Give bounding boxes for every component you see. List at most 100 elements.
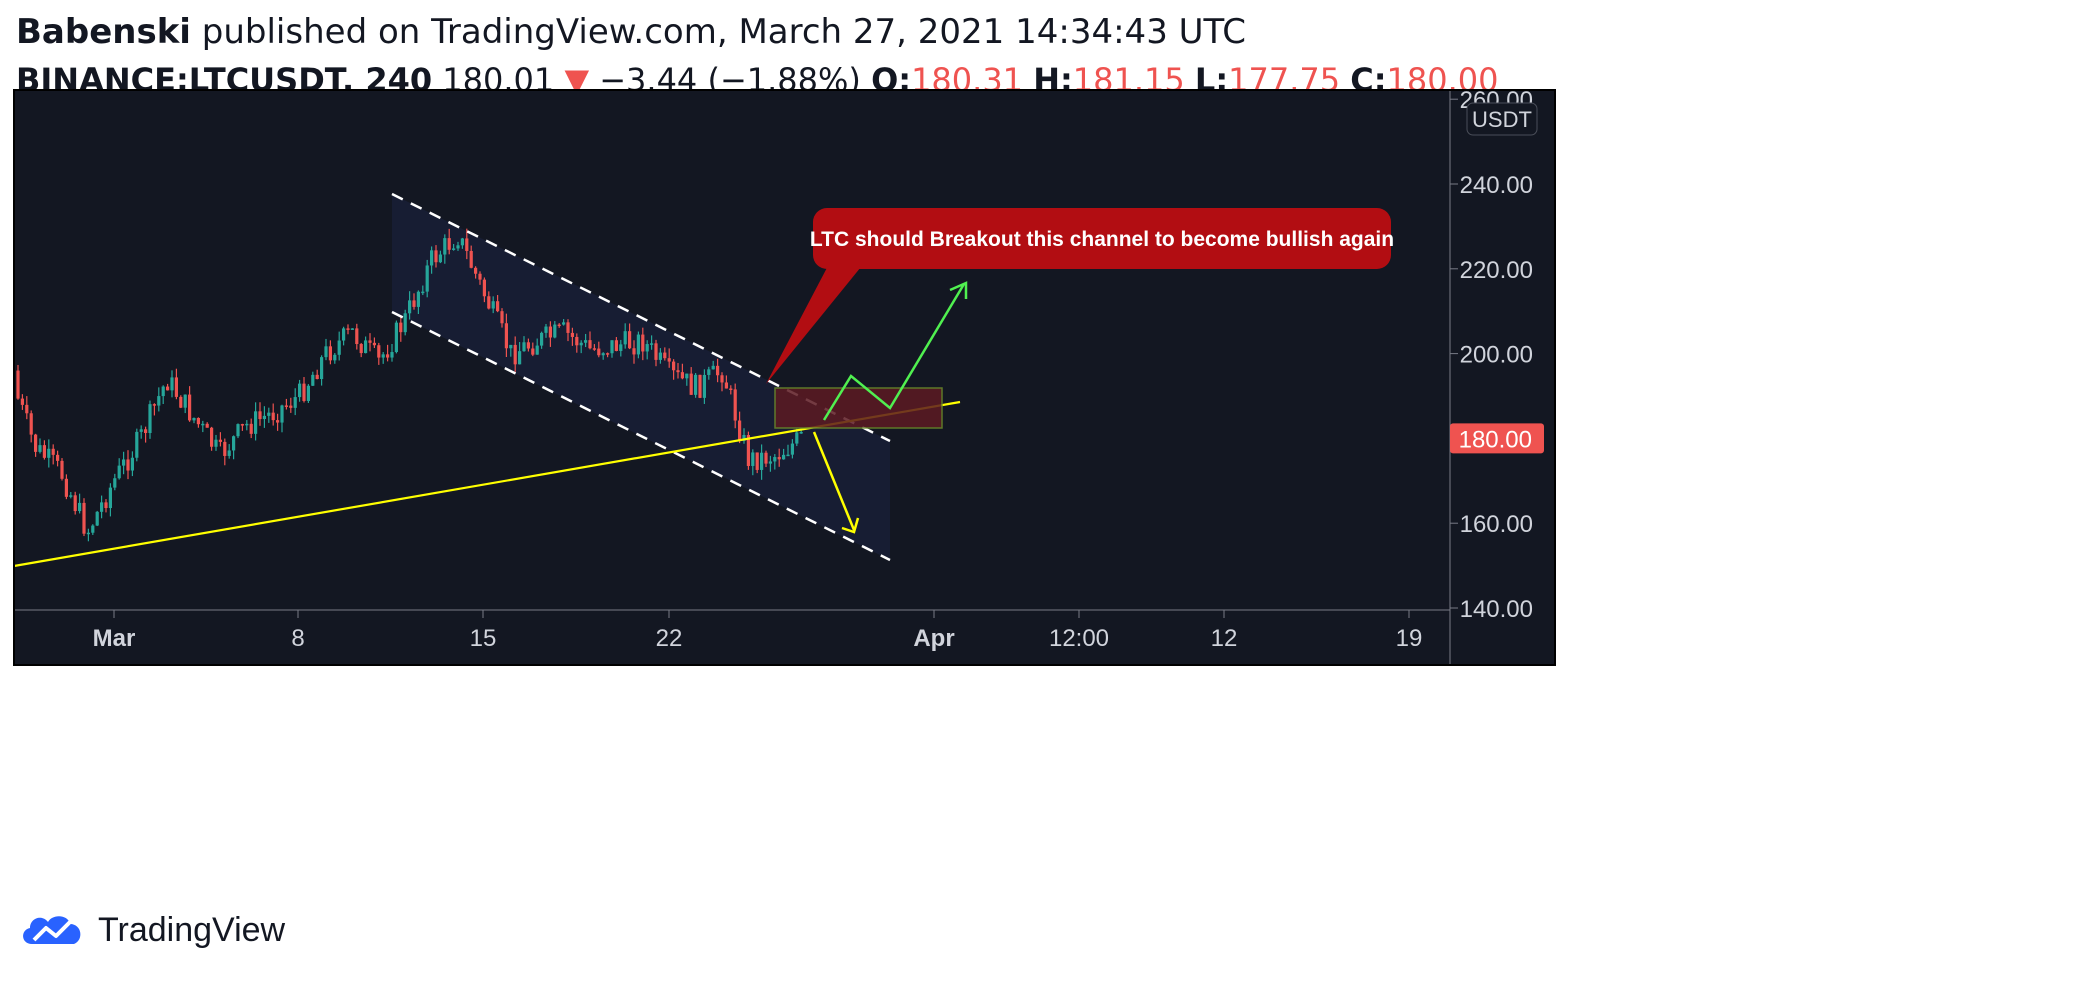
candle-body <box>654 343 658 360</box>
candle-body <box>641 334 645 352</box>
candle-body <box>672 361 676 371</box>
candle-body <box>711 365 715 370</box>
publish-info: Babenski published on TradingView.com, M… <box>16 10 1246 54</box>
y-tick-label: 160.00 <box>1460 511 1533 538</box>
candle-body <box>69 495 73 497</box>
candle-body <box>755 452 759 470</box>
candle-body <box>126 459 130 471</box>
candle-body <box>553 324 557 338</box>
candle-body <box>478 273 482 280</box>
candle-body <box>289 405 293 408</box>
x-tick-label: 12:00 <box>1049 625 1109 652</box>
candle-body <box>108 487 112 509</box>
candle-body <box>267 412 271 416</box>
tradingview-brand[interactable]: TradingView <box>98 910 286 949</box>
candle-body <box>474 267 478 274</box>
candle-body <box>680 372 684 379</box>
candle-body <box>284 405 288 407</box>
candle-body <box>751 452 755 466</box>
y-tick-label: 140.00 <box>1460 596 1533 623</box>
candle-body <box>86 532 90 535</box>
candle-body <box>78 502 82 512</box>
candle-body <box>51 448 55 455</box>
candle-body <box>782 454 786 460</box>
candle-body <box>509 344 513 349</box>
candle-body <box>623 331 627 345</box>
candle-body <box>192 417 196 421</box>
x-tick-label: 8 <box>291 625 304 652</box>
candle-body <box>56 454 60 461</box>
candle-body <box>526 342 530 349</box>
candle-body <box>100 502 104 512</box>
candle-body <box>320 357 324 380</box>
candle-body <box>245 423 249 426</box>
bearish-path <box>812 431 856 531</box>
candle-body <box>658 352 662 360</box>
y-tick-label: 200.00 <box>1460 342 1533 369</box>
candle-body <box>73 495 77 512</box>
candle-body <box>381 354 385 358</box>
candle-body <box>500 311 504 324</box>
candle-body <box>236 424 240 437</box>
candle-body <box>227 450 231 456</box>
candle-body <box>566 322 570 333</box>
candle-body <box>487 296 491 309</box>
candle-body <box>117 465 121 479</box>
candle-body <box>716 365 720 376</box>
breakout-zone <box>774 387 943 429</box>
candle-body <box>218 439 222 442</box>
candle-body <box>346 328 350 330</box>
y-tick-label: 240.00 <box>1460 172 1533 199</box>
bearish-arrowhead <box>841 517 860 534</box>
candle-body <box>777 457 781 460</box>
support-trendline <box>13 400 961 568</box>
candle-body <box>694 374 698 395</box>
candle-body <box>386 354 390 358</box>
candle-body <box>161 386 165 397</box>
candle-body <box>368 340 372 343</box>
candle-body <box>632 348 636 355</box>
candle-body <box>258 411 262 420</box>
candle-body <box>584 340 588 343</box>
candle-body <box>412 300 416 307</box>
candle-body <box>201 423 205 426</box>
candle-body <box>729 388 733 391</box>
candle-body <box>20 398 24 405</box>
candle-body <box>311 374 315 386</box>
candle-body <box>130 457 134 471</box>
bullish-path <box>822 283 966 421</box>
currency-label: USDT <box>1472 107 1532 132</box>
candle-body <box>359 344 363 354</box>
candle-body <box>34 434 38 452</box>
chart-background <box>14 90 1555 665</box>
candle-body <box>254 411 258 434</box>
candle-body <box>333 354 337 361</box>
candle-body <box>377 345 381 358</box>
candle-body <box>645 344 649 352</box>
author-name[interactable]: Babenski <box>16 12 191 52</box>
candle-body <box>518 351 522 365</box>
candle-body <box>667 358 671 362</box>
candle-body <box>328 346 332 361</box>
candle-body <box>170 377 174 391</box>
candle-body <box>522 342 526 352</box>
tradingview-cloud-icon[interactable] <box>18 910 88 950</box>
candle-body <box>456 245 460 249</box>
candle-body <box>544 326 548 333</box>
candle-body <box>663 352 667 359</box>
candle-body <box>614 340 618 351</box>
candle-body <box>399 322 403 333</box>
candle-body <box>430 250 434 266</box>
x-tick-label: Mar <box>93 625 136 652</box>
candle-body <box>372 342 376 346</box>
candle-body <box>531 348 535 355</box>
candle-body <box>685 373 689 379</box>
candle-body <box>210 427 214 447</box>
candle-body <box>557 324 561 327</box>
candle-body <box>122 459 126 466</box>
candles <box>16 228 803 542</box>
candle-body <box>188 394 192 421</box>
candle-body <box>443 238 447 255</box>
candle-body <box>232 436 236 451</box>
